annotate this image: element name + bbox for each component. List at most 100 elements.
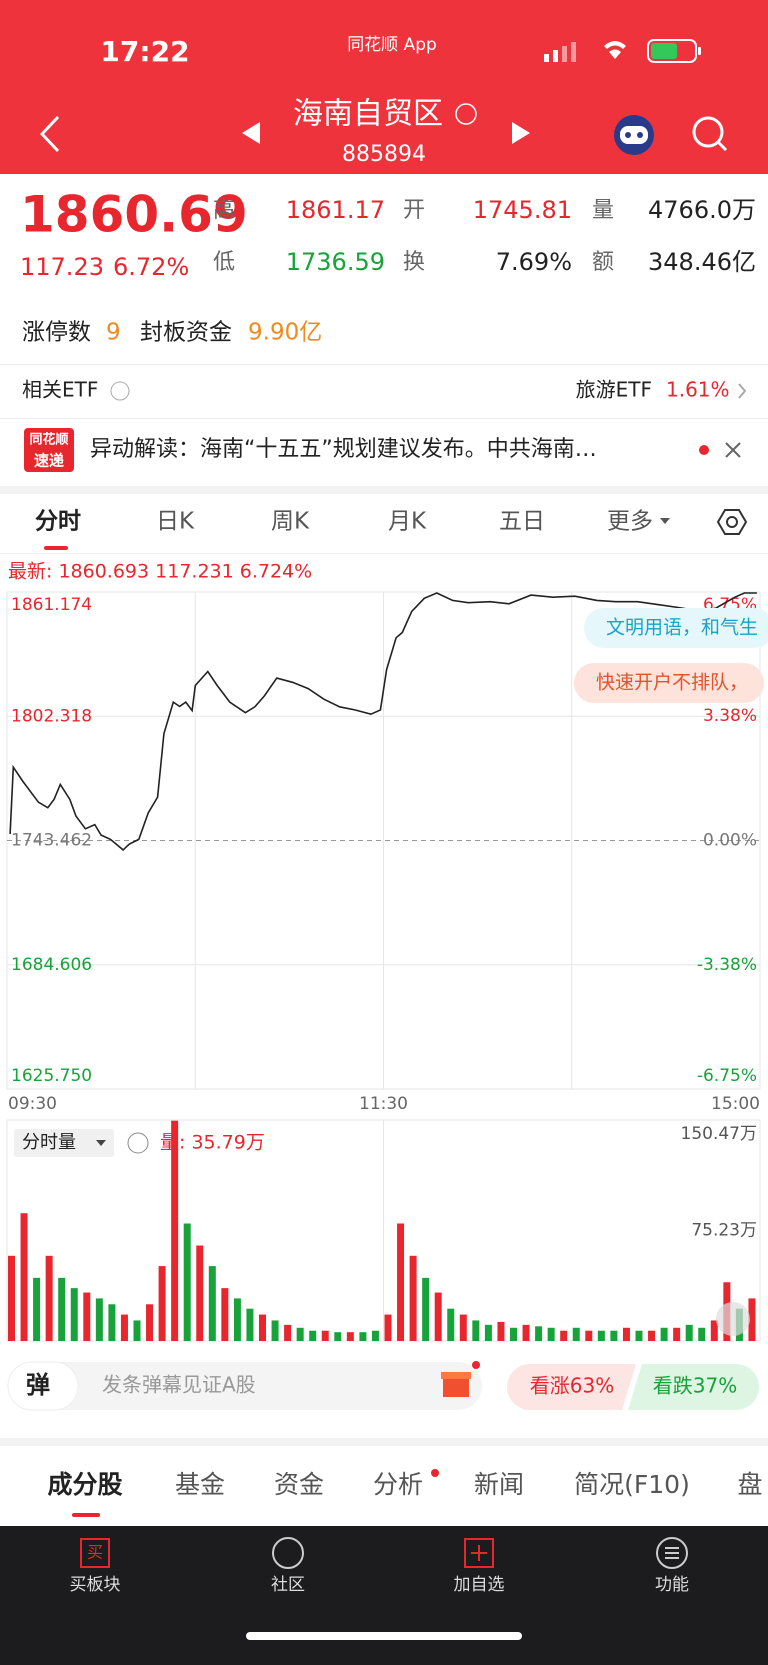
volume-label: 分时量 <box>22 1132 76 1153</box>
help-icon[interactable] <box>127 1132 149 1154</box>
volume-bar <box>246 1308 254 1341</box>
unread-dot <box>699 445 709 455</box>
section-tab[interactable]: 资金 <box>274 1470 324 1499</box>
toolbar-label[interactable]: 社区 <box>271 1575 305 1595</box>
stat-label: 高 <box>213 198 235 223</box>
volume-bar <box>384 1314 392 1341</box>
price-change-pct: 6.72% <box>113 253 189 281</box>
volume-bar <box>710 1320 718 1341</box>
info-icon[interactable] <box>455 103 477 125</box>
gift-icon[interactable] <box>441 1361 480 1397</box>
stat-value: 1736.59 <box>286 248 385 276</box>
stat-value: 4766.0万 <box>648 196 756 224</box>
volume-bar <box>371 1330 379 1341</box>
volume-bar <box>296 1327 304 1341</box>
volume-bar <box>45 1255 53 1341</box>
volume-bar <box>685 1324 693 1341</box>
logo-top: 同花顺 <box>29 432 68 448</box>
toolbar-label[interactable]: 加自选 <box>454 1575 505 1595</box>
volume-bar <box>748 1298 756 1341</box>
toolbar-label[interactable]: 买板块 <box>70 1575 121 1595</box>
settings-icon[interactable] <box>716 509 748 535</box>
next-button[interactable] <box>512 122 530 144</box>
volume-bar <box>58 1277 66 1341</box>
etf-name[interactable]: 旅游ETF <box>576 378 652 402</box>
volume-bar <box>284 1324 292 1341</box>
y2-tick-label: -6.75% <box>697 1066 757 1086</box>
volume-bar <box>196 1245 204 1341</box>
volume-bar <box>572 1327 580 1341</box>
gap <box>0 486 768 494</box>
volume-bar <box>484 1324 492 1341</box>
y-tick-label: 1802.318 <box>11 706 92 726</box>
volume-bar <box>422 1277 430 1341</box>
tab-underline <box>72 1513 100 1517</box>
y2-tick-label: 0.00% <box>703 831 757 851</box>
last-price: 1860.69 <box>20 186 248 244</box>
volume-bar <box>146 1304 154 1341</box>
expand-button[interactable] <box>716 1302 750 1336</box>
status-icons <box>544 39 701 63</box>
promo-pill[interactable] <box>574 663 764 703</box>
volume-bar <box>346 1332 354 1341</box>
limit-up-label: 涨停数 <box>22 320 91 346</box>
volume-selector[interactable] <box>14 1129 114 1157</box>
volume-bar <box>158 1266 166 1341</box>
volume-bar <box>183 1223 191 1341</box>
chart-tab[interactable]: 分时 <box>35 509 81 535</box>
volume-bar <box>560 1330 568 1341</box>
volume-bar <box>70 1288 78 1341</box>
price-line <box>9 592 757 851</box>
section-tab[interactable]: 盘 <box>737 1470 762 1499</box>
volume-bar <box>309 1330 317 1341</box>
divider <box>0 364 768 365</box>
promo-text: 快速开户不排队， <box>596 672 748 694</box>
price-change: 117.23 <box>20 253 104 281</box>
volume-bar <box>510 1327 517 1341</box>
dropdown-caret <box>96 1140 106 1146</box>
divider <box>0 418 768 419</box>
volume-bar <box>321 1330 329 1341</box>
toolbar-label[interactable]: 功能 <box>655 1575 689 1595</box>
promo-pill[interactable] <box>584 608 768 648</box>
section-tab[interactable]: 成分股 <box>47 1470 122 1499</box>
etf-change: 1.61% <box>666 378 730 402</box>
section-tab[interactable]: 基金 <box>175 1470 225 1499</box>
chart-tab[interactable]: 更多 <box>607 509 653 535</box>
y-tick-label: 150.47万 <box>681 1124 757 1144</box>
danmaku-input[interactable] <box>8 1362 482 1410</box>
volume-bar <box>8 1255 15 1341</box>
toolbar-bg <box>0 1526 768 1665</box>
nav-code: 885894 <box>342 142 426 167</box>
volume-bar <box>95 1298 103 1341</box>
danmaku-badge: 弹 <box>26 1371 50 1399</box>
search-icon[interactable] <box>692 116 728 152</box>
section-tab[interactable]: 简况(F10) <box>574 1470 690 1499</box>
volume-bar <box>585 1330 593 1341</box>
nav-title: 海南自贸区 <box>293 97 443 132</box>
robot-icon[interactable] <box>614 115 654 155</box>
close-news[interactable] <box>725 442 741 458</box>
bull-pill[interactable] <box>507 1364 636 1410</box>
x-tick-label: 11:30 <box>359 1094 408 1114</box>
volume-bar <box>447 1308 455 1341</box>
volume-bar <box>648 1330 656 1341</box>
back-button[interactable] <box>39 115 60 153</box>
section-tab[interactable]: 分析 <box>373 1470 423 1499</box>
volume-bar <box>673 1327 681 1341</box>
volume-bar <box>622 1327 630 1341</box>
chart-tab[interactable]: 五日 <box>499 509 545 535</box>
danmaku-badge-bg <box>7 1361 79 1411</box>
section-tab[interactable]: 新闻 <box>474 1470 524 1499</box>
status-time: 17:22 <box>100 35 189 68</box>
danmaku-placeholder[interactable]: 发条弹幕见证A股 <box>102 1373 256 1397</box>
news-text[interactable]: 异动解读：海南“十五五”规划建议发布。中共海南… <box>90 437 597 462</box>
volume-bar <box>472 1320 480 1341</box>
chart-tab[interactable]: 月K <box>388 509 427 535</box>
prev-button[interactable] <box>242 122 260 144</box>
volume-bar <box>133 1320 141 1341</box>
bear-pill[interactable] <box>628 1364 759 1410</box>
help-icon[interactable] <box>110 381 130 401</box>
chart-tab[interactable]: 日K <box>156 509 195 535</box>
chart-tab[interactable]: 周K <box>271 509 310 535</box>
